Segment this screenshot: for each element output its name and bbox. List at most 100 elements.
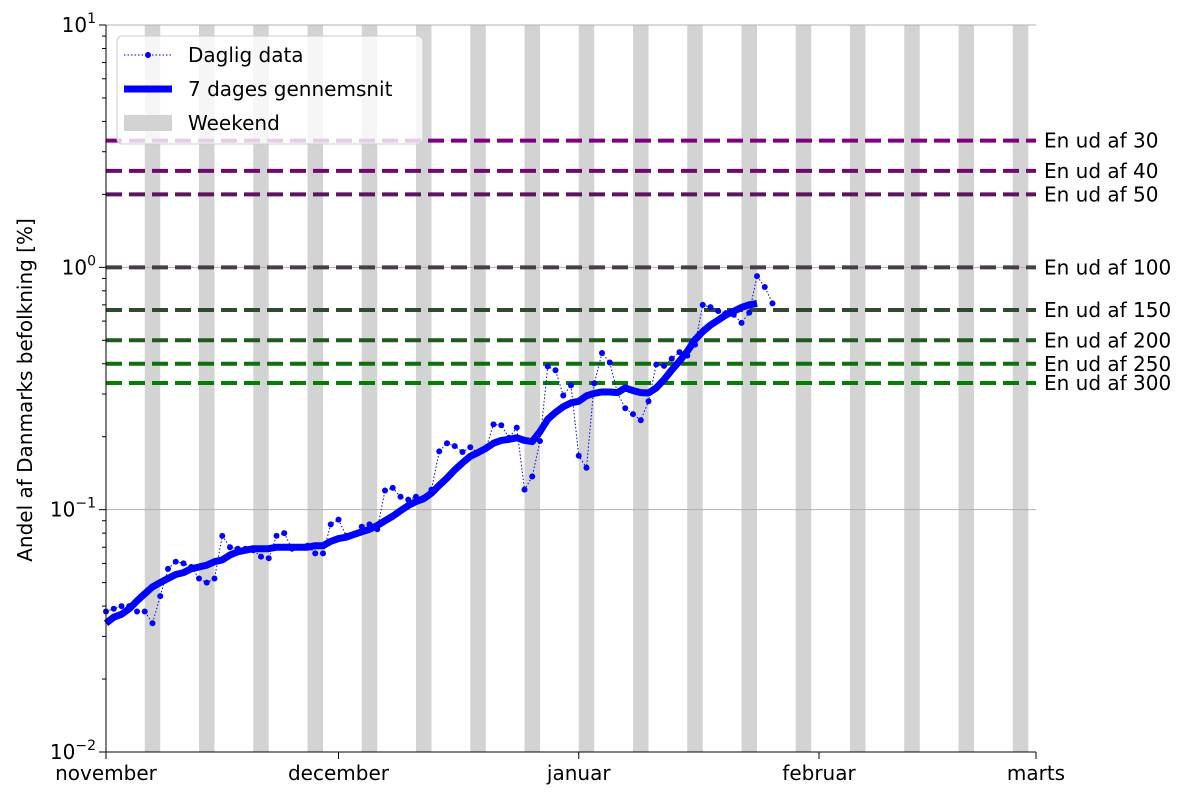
daily-data-point [180,560,187,567]
threshold-label: En ud af 40 [1044,159,1159,183]
daily-data-point [622,405,629,412]
x-tick-label: januar [546,761,611,785]
daily-data-point [707,304,714,311]
weekend-band [253,25,269,752]
daily-data-point [529,473,536,480]
x-tick-label: november [55,761,158,785]
daily-data-point [118,603,125,610]
legend-weekend-swatch [124,115,172,131]
daily-data-point [141,608,148,615]
daily-data-point [211,575,218,582]
weekend-band [199,25,215,752]
weekend-band [741,25,757,752]
daily-data-point [661,362,667,369]
daily-data-point [258,553,264,560]
daily-data-point [754,273,760,280]
daily-data-point [544,363,551,370]
weekend-band [524,25,540,752]
threshold-label: En ud af 300 [1044,371,1171,395]
daily-data-point [265,555,272,562]
y-tick-label: 10−2 [50,738,96,764]
weekend-band [307,25,323,752]
daily-data-point [196,575,202,582]
daily-data-point [746,309,753,316]
weekend-band [470,25,486,752]
daily-data-point [134,608,140,615]
daily-data-point [389,484,396,491]
daily-data-point [320,550,326,557]
daily-data-point [599,350,605,357]
daily-data-point [591,380,598,387]
daily-data-point [327,521,334,528]
daily-data-point [513,424,520,431]
daily-data-point [715,308,722,315]
legend-label: 7 dages gennemsnit [188,77,393,101]
daily-data-point [149,620,156,627]
daily-data-point [521,486,528,493]
x-tick-label: december [288,761,390,785]
threshold-label: En ud af 100 [1044,255,1171,279]
daily-data-point [630,411,636,418]
daily-data-point [583,464,590,471]
daily-data-point [203,579,210,586]
y-tick-label: 10−1 [50,496,96,522]
legend-box [116,35,424,145]
daily-data-point [568,382,574,389]
daily-data-point [281,530,288,537]
axes [105,25,1036,753]
weekend-band [361,25,378,752]
legend-label: Weekend [188,111,280,135]
x-tick-label: februar [782,761,856,785]
threshold-label: En ud af 50 [1044,182,1159,206]
daily-data-point [459,448,466,455]
daily-data-point [273,532,280,539]
weekend-band [904,25,920,752]
daily-data-point [668,355,675,362]
daily-data-point [699,301,706,308]
daily-data-point [382,487,388,494]
weekend-bands [144,25,1029,752]
legend-label: Daglig data [188,43,304,67]
daily-data-point [575,452,582,459]
daily-data-point [537,438,543,445]
daily-data-point [676,349,683,356]
threshold-label: En ud af 150 [1044,298,1171,322]
weekend-band [850,25,866,752]
daily-data-point [552,367,559,374]
y-tick-labels: 10−2 10−1 100 101 [50,11,106,764]
daily-data-point [645,398,652,405]
x-tick-labels: november december januar februar marts [55,752,1065,785]
daily-data-point [157,593,164,600]
daily-data-point [436,448,443,455]
daily-data-point [335,516,342,523]
daily-data-point [606,359,613,366]
weekend-band [633,25,649,752]
daily-data-point [451,443,458,450]
daily-data-point [637,417,644,424]
y-tick-label: 100 [62,253,96,279]
threshold-label: En ud af 30 [1044,129,1159,153]
daily-data-point [498,422,505,429]
daily-data-point [769,300,776,307]
threshold-label: En ud af 200 [1044,328,1171,352]
daily-data-point [761,283,768,290]
daily-data-point [490,421,497,428]
threshold-label: En ud af 250 [1044,352,1171,376]
daily-data-point [219,532,226,539]
daily-data-point [738,319,745,326]
daily-data-point [110,605,117,612]
weekend-band [1012,25,1029,752]
weekend-band [578,25,595,752]
daily-data-point [312,550,319,557]
daily-data-point [444,440,450,447]
weekend-band [958,25,974,752]
y-tick-label: 101 [62,11,96,37]
weekend-band [795,25,812,752]
daily-data-point [165,565,171,572]
daily-data-point [172,558,179,565]
daily-data-point [227,544,233,551]
y-axis-label: Andel af Danmarks befolkning [%] [13,218,37,562]
weekend-band [144,25,161,752]
